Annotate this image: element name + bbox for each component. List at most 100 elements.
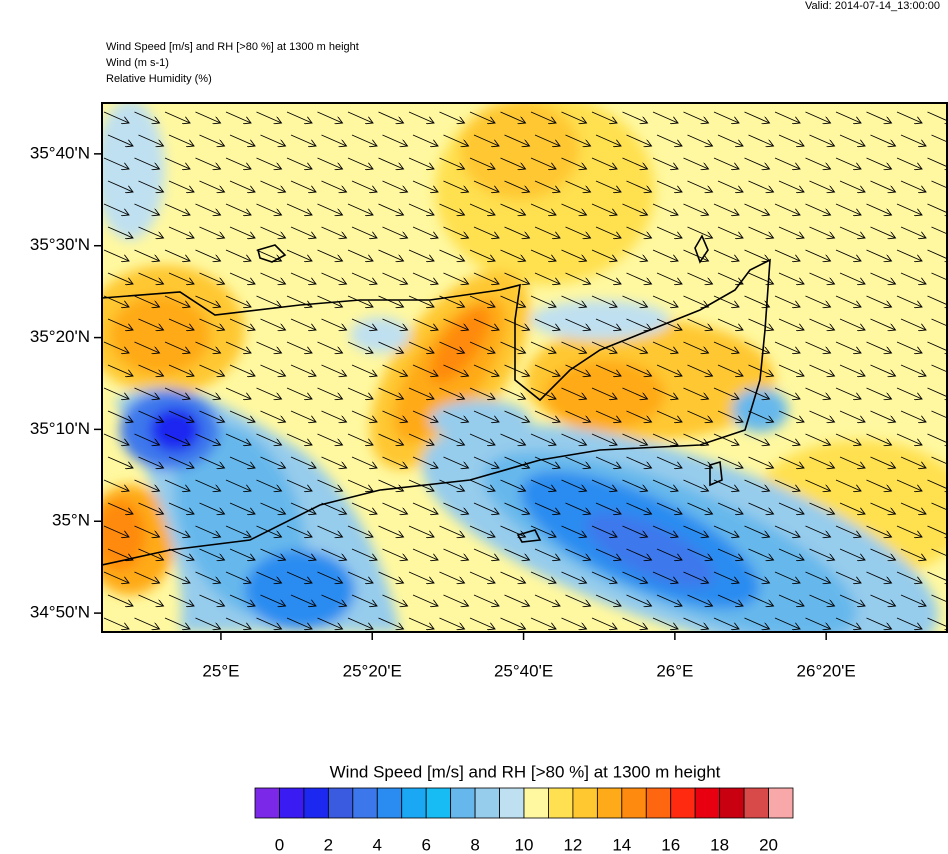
- wind-arrow: [900, 318, 926, 330]
- colorbar-swatch: [523, 787, 549, 819]
- wind-arrow: [199, 456, 225, 468]
- wind-arrow: [138, 134, 164, 146]
- wind-arrow: [408, 157, 434, 169]
- wind-arrow: [561, 295, 587, 307]
- wind-arrow: [835, 157, 861, 169]
- wind-arrow: [103, 525, 129, 537]
- wind-arrow: [870, 594, 896, 606]
- colorbar-tick-label: 6: [421, 835, 430, 854]
- wind-arrow: [103, 387, 129, 399]
- wind-arrow: [805, 571, 831, 583]
- wind-arrow: [378, 433, 404, 445]
- wind-arrow: [225, 479, 251, 491]
- wind-arrow: [347, 617, 373, 629]
- colorbar-swatch: [401, 787, 427, 819]
- wind-arrow: [378, 341, 404, 353]
- wind-arrow: [382, 180, 408, 192]
- wind-arrow: [713, 157, 739, 169]
- wind-arrow: [439, 157, 465, 169]
- wind-arrow: [717, 272, 743, 284]
- wind-arrow: [504, 180, 530, 192]
- wind-arrow: [652, 157, 678, 169]
- wind-arrow: [805, 525, 831, 537]
- wind-arrow: [835, 571, 861, 583]
- wind-arrow: [504, 594, 530, 606]
- wind-arrow: [900, 410, 926, 422]
- wind-arrow: [443, 364, 469, 376]
- wind-arrow: [900, 272, 926, 284]
- wind-arrow: [530, 341, 556, 353]
- wind-arrow: [534, 594, 560, 606]
- wind-arrow: [866, 571, 892, 583]
- wind-arrow: [134, 341, 160, 353]
- wind-arrow: [225, 433, 251, 445]
- wind-arrow: [351, 594, 377, 606]
- wind-arrow: [500, 111, 526, 123]
- wind-arrow: [321, 272, 347, 284]
- wind-arrow: [839, 180, 865, 192]
- wind-arrow: [896, 295, 922, 307]
- wind-arrow: [351, 456, 377, 468]
- wind-arrow: [500, 433, 526, 445]
- wind-arrow: [317, 203, 343, 215]
- wind-arrow: [778, 502, 804, 514]
- wind-arrow: [839, 410, 865, 422]
- wind-arrow: [839, 226, 865, 238]
- wind-arrow: [408, 433, 434, 445]
- wind-arrow: [290, 548, 316, 560]
- wind-arrow: [138, 594, 164, 606]
- wind-arrow: [774, 203, 800, 215]
- wind-arrow: [595, 364, 621, 376]
- wind-arrow: [652, 111, 678, 123]
- wind-arrow: [473, 318, 499, 330]
- wind-arrow: [565, 134, 591, 146]
- wind-arrow: [652, 203, 678, 215]
- wind-arrow: [195, 387, 221, 399]
- wind-arrow: [778, 134, 804, 146]
- wind-arrow: [168, 548, 194, 560]
- wind-arrow: [439, 617, 465, 629]
- wind-arrow: [504, 364, 530, 376]
- wind-arrow: [683, 479, 709, 491]
- wind-arrow: [382, 226, 408, 238]
- wind-arrow: [500, 571, 526, 583]
- wind-arrow: [656, 502, 682, 514]
- wind-arrow: [656, 180, 682, 192]
- wind-arrow: [839, 318, 865, 330]
- header-line: Wind Speed [m/s] and RH [>80 %] at 1300 …: [106, 41, 359, 53]
- wind-arrow: [748, 456, 774, 468]
- wind-arrow: [164, 341, 190, 353]
- wind-arrow: [595, 548, 621, 560]
- wind-arrow: [412, 134, 438, 146]
- wind-arrow: [260, 548, 286, 560]
- wind-arrow: [927, 203, 947, 215]
- wind-arrow: [443, 502, 469, 514]
- wind-arrow: [473, 134, 499, 146]
- wind-arrow: [382, 318, 408, 330]
- wind-arrow: [896, 203, 922, 215]
- wind-arrow: [565, 410, 591, 422]
- wind-arrow: [347, 111, 373, 123]
- wind-arrow: [260, 410, 286, 422]
- wind-arrow: [290, 456, 316, 468]
- wind-arrow: [103, 341, 129, 353]
- wind-arrow: [500, 479, 526, 491]
- wind-arrow: [565, 318, 591, 330]
- wind-arrow: [500, 387, 526, 399]
- wind-arrow: [347, 525, 373, 537]
- x-tick-label: 26°20'E: [797, 661, 856, 680]
- wind-arrow: [687, 502, 713, 514]
- wind-arrow: [168, 410, 194, 422]
- wind-arrow: [103, 203, 129, 215]
- wind-arrow: [591, 295, 617, 307]
- wind-arrow: [260, 180, 286, 192]
- wind-arrow: [683, 111, 709, 123]
- wind-arrow: [351, 272, 377, 284]
- wind-arrow: [561, 111, 587, 123]
- wind-arrow: [656, 134, 682, 146]
- wind-arrow: [835, 295, 861, 307]
- wind-arrow: [225, 571, 251, 583]
- wind-arrow: [870, 318, 896, 330]
- colorbar-swatch: [572, 787, 598, 819]
- wind-arrow: [469, 295, 495, 307]
